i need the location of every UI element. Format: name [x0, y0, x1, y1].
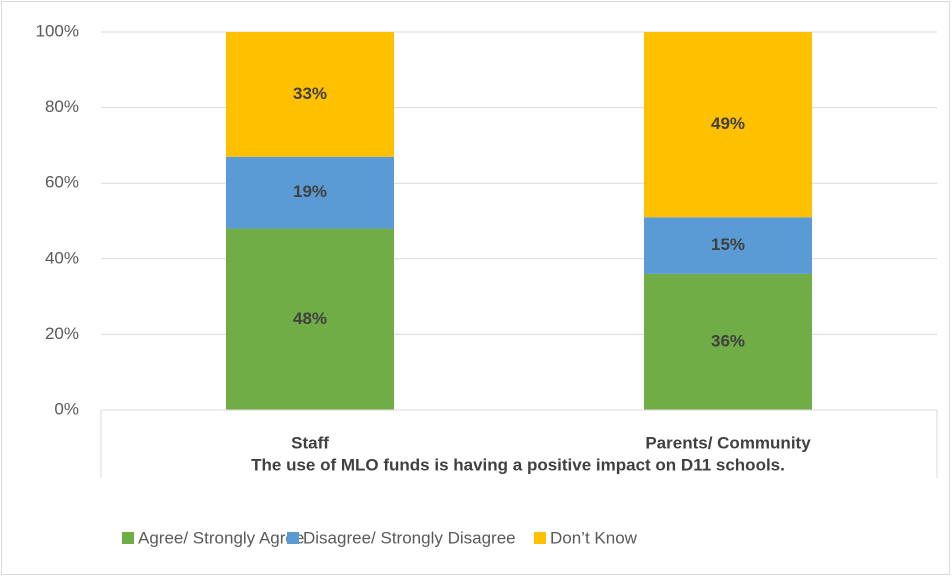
- legend-swatch: [122, 532, 134, 544]
- y-tick-label: 40%: [45, 248, 79, 267]
- data-label: 19%: [293, 182, 327, 201]
- x-tick-label: Staff: [291, 433, 329, 452]
- y-tick-label: 20%: [45, 324, 79, 343]
- y-tick-label: 100%: [36, 21, 79, 40]
- bar-segment: [226, 32, 394, 157]
- y-tick-label: 0%: [54, 399, 79, 418]
- data-label: 49%: [711, 114, 745, 133]
- x-tick-label: Parents/ Community: [645, 433, 811, 452]
- data-label: 15%: [711, 235, 745, 254]
- y-tick-label: 80%: [45, 97, 79, 116]
- legend-swatch: [287, 532, 299, 544]
- bar-segment: [644, 273, 812, 410]
- bar-segment: [644, 217, 812, 274]
- y-tick-label: 60%: [45, 173, 79, 192]
- x-axis-title: The use of MLO funds is having a positiv…: [251, 455, 785, 474]
- bar-segment: [226, 156, 394, 229]
- legend-label: Disagree/ Strongly Disagree: [303, 528, 516, 547]
- legend-swatch: [534, 532, 546, 544]
- bar-segment: [226, 228, 394, 410]
- bar-segment: [644, 32, 812, 218]
- legend-label: Don’t Know: [550, 528, 638, 547]
- data-label: 33%: [293, 84, 327, 103]
- legend-label: Agree/ Strongly Agree: [138, 528, 304, 547]
- data-label: 36%: [711, 331, 745, 350]
- data-label: 48%: [293, 309, 327, 328]
